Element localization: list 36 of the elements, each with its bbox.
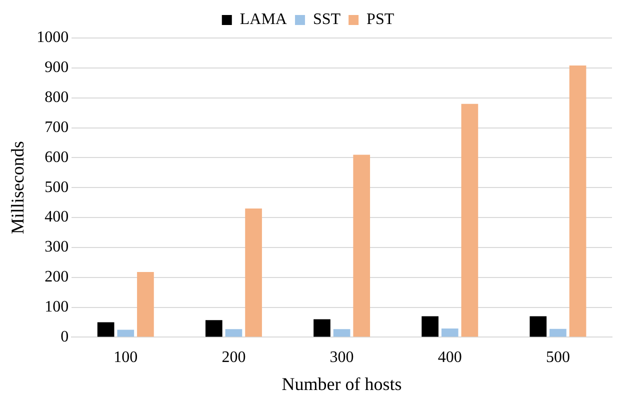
bar bbox=[353, 154, 370, 337]
legend-label: LAMA bbox=[240, 11, 288, 28]
y-tick-label: 700 bbox=[44, 118, 69, 136]
x-axis-title: Number of hosts bbox=[282, 374, 402, 394]
x-tick-label: 100 bbox=[114, 349, 138, 366]
y-tick-label: 1000 bbox=[36, 29, 69, 46]
bar bbox=[245, 208, 262, 337]
y-tick-label: 200 bbox=[44, 268, 69, 286]
y-tick-label: 900 bbox=[44, 59, 69, 76]
y-tick-label: 800 bbox=[44, 89, 69, 106]
bar bbox=[441, 328, 458, 337]
bar bbox=[205, 320, 222, 337]
bar bbox=[569, 66, 586, 337]
x-tick-label: 300 bbox=[330, 349, 354, 366]
bar bbox=[137, 272, 154, 337]
bar bbox=[117, 330, 134, 337]
legend-label: SST bbox=[312, 11, 341, 28]
bar bbox=[550, 328, 566, 337]
bar bbox=[422, 316, 438, 337]
bar bbox=[333, 329, 350, 337]
y-tick-label: 0 bbox=[60, 328, 69, 346]
y-tick-label: 300 bbox=[44, 238, 69, 256]
bar bbox=[530, 316, 547, 337]
bar bbox=[225, 329, 242, 337]
y-tick-label: 400 bbox=[44, 208, 69, 226]
legend-label: PST bbox=[366, 11, 394, 28]
bar bbox=[314, 319, 330, 337]
y-axis-title: Milliseconds bbox=[8, 141, 28, 234]
y-tick-label: 500 bbox=[44, 178, 69, 196]
x-tick-label: 200 bbox=[222, 349, 246, 366]
x-tick-label: 400 bbox=[438, 349, 462, 366]
y-tick-label: 100 bbox=[44, 298, 69, 316]
x-tick-label: 500 bbox=[546, 349, 570, 366]
y-tick-label: 600 bbox=[44, 148, 69, 166]
bar bbox=[461, 104, 478, 337]
bar bbox=[97, 322, 114, 337]
